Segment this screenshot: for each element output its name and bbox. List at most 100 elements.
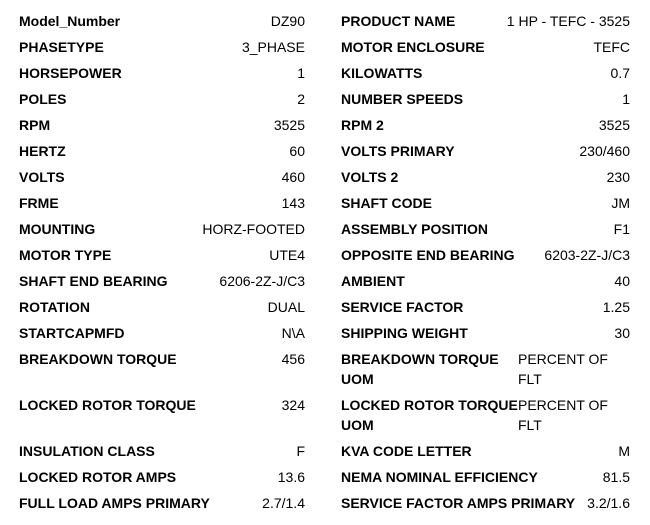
spec-text-line: BREAKDOWN TORQUE [341, 351, 499, 367]
spec-row-right-cell: PRODUCT NAME 1 HP - TEFC - 3525 [341, 8, 630, 34]
spec-row-left-cell: POLES 2 [19, 86, 305, 112]
spec-value: 2.7/1.4 [262, 495, 305, 511]
spec-label: ROTATION [19, 299, 91, 315]
spec-label: VOLTS 2 [341, 169, 399, 185]
spec-value: 13.6 [277, 469, 305, 485]
spec-label: LOCKED ROTOR TORQUE UOM [341, 395, 518, 435]
spec-row-left-cell: FULL LOAD AMPS PRIMARY 2.7/1.4 [19, 490, 305, 516]
spec-label: MOUNTING [19, 221, 96, 237]
spec-row-left-cell: HERTZ 60 [19, 138, 305, 164]
spec-value: 60 [289, 143, 305, 159]
spec-value: PERCENT OF FLT [518, 395, 630, 435]
spec-row-left-cell: VOLTS 460 [19, 164, 305, 190]
spec-row-right-cell: BREAKDOWN TORQUE UOM PERCENT OF FLT [341, 346, 630, 392]
spec-row-left-cell: ROTATION DUAL [19, 294, 305, 320]
spec-text-line: FLT [518, 417, 542, 433]
spec-label: NUMBER SPEEDS [341, 91, 464, 107]
spec-label: NEMA NOMINAL EFFICIENCY [341, 469, 538, 485]
spec-label: BREAKDOWN TORQUE UOM [341, 349, 518, 389]
spec-text-line: UOM [341, 417, 374, 433]
spec-row-left-cell: HORSEPOWER 1 [19, 60, 305, 86]
spec-row-right-cell: VOLTS PRIMARY 230/460 [341, 138, 630, 164]
spec-value: 460 [281, 169, 305, 185]
spec-row-left-cell: STARTCAPMFD N\A [19, 320, 305, 346]
spec-label: VOLTS PRIMARY [341, 143, 455, 159]
spec-row-right-cell: OPPOSITE END BEARING 6203-2Z-J/C3 [341, 242, 630, 268]
spec-value: 6206-2Z-J/C3 [219, 273, 305, 289]
spec-value: 456 [281, 351, 305, 367]
spec-label: MOTOR TYPE [19, 247, 112, 263]
spec-label: RPM [19, 117, 51, 133]
spec-value: DUAL [267, 299, 305, 315]
spec-label: Model_Number [19, 13, 121, 29]
spec-value: 1 HP - TEFC - 3525 [506, 13, 630, 29]
spec-row-left-cell: LOCKED ROTOR TORQUE 324 [19, 392, 305, 438]
spec-row-right-cell: KILOWATTS 0.7 [341, 60, 630, 86]
spec-text-line: LOCKED ROTOR TORQUE [341, 397, 518, 413]
spec-value: 3525 [598, 117, 630, 133]
spec-row-left-cell: INSULATION CLASS F [19, 438, 305, 464]
spec-value: 230 [606, 169, 630, 185]
spec-text-line: FLT [518, 371, 542, 387]
spec-value: 3.2/1.6 [587, 495, 630, 511]
spec-value: 324 [281, 397, 305, 413]
spec-label: HORSEPOWER [19, 65, 122, 81]
spec-label: MOTOR ENCLOSURE [341, 39, 485, 55]
spec-value: TEFC [593, 39, 630, 55]
spec-value: 143 [281, 195, 305, 211]
spec-row-left-cell: MOUNTING HORZ-FOOTED [19, 216, 305, 242]
spec-label: LOCKED ROTOR TORQUE [19, 397, 196, 413]
spec-label: PHASETYPE [19, 39, 104, 55]
spec-label: SERVICE FACTOR [341, 299, 464, 315]
spec-text-line: UOM [341, 371, 374, 387]
spec-value: 230/460 [579, 143, 630, 159]
spec-value: DZ90 [270, 13, 305, 29]
spec-value: 1 [297, 65, 305, 81]
spec-value: 40 [614, 273, 630, 289]
spec-row-right-cell: KVA CODE LETTER M [341, 438, 630, 464]
spec-row-left-cell: MOTOR TYPE UTE4 [19, 242, 305, 268]
spec-label: OPPOSITE END BEARING [341, 247, 515, 263]
spec-value: UTE4 [269, 247, 305, 263]
spec-label: FULL LOAD AMPS PRIMARY [19, 495, 210, 511]
spec-row-right-cell: SERVICE FACTOR AMPS PRIMARY 3.2/1.6 [341, 490, 630, 516]
spec-label: POLES [19, 91, 67, 107]
spec-label: SERVICE FACTOR AMPS PRIMARY [341, 495, 576, 511]
spec-row-right-cell: SHIPPING WEIGHT 30 [341, 320, 630, 346]
spec-row-right-cell: VOLTS 2 230 [341, 164, 630, 190]
spec-value: N\A [281, 325, 305, 341]
spec-value: 1.25 [602, 299, 630, 315]
spec-label: KVA CODE LETTER [341, 443, 472, 459]
spec-value: PERCENT OF FLT [518, 349, 630, 389]
spec-row-right-cell: SERVICE FACTOR 1.25 [341, 294, 630, 320]
spec-label: HERTZ [19, 143, 66, 159]
spec-row-right-cell: AMBIENT 40 [341, 268, 630, 294]
spec-label: STARTCAPMFD [19, 325, 125, 341]
spec-value: 2 [297, 91, 305, 107]
spec-label: SHIPPING WEIGHT [341, 325, 468, 341]
spec-value: 3525 [273, 117, 305, 133]
spec-label: BREAKDOWN TORQUE [19, 351, 177, 367]
spec-value: 3_PHASE [241, 39, 305, 55]
spec-row-left-cell: Model_Number DZ90 [19, 8, 305, 34]
spec-label: PRODUCT NAME [341, 13, 456, 29]
spec-value: HORZ-FOOTED [202, 221, 305, 237]
spec-label: LOCKED ROTOR AMPS [19, 469, 177, 485]
spec-label: AMBIENT [341, 273, 405, 289]
spec-value: F1 [613, 221, 630, 237]
spec-row-right-cell: SHAFT CODE JM [341, 190, 630, 216]
spec-label: RPM 2 [341, 117, 384, 133]
spec-row-left-cell: RPM 3525 [19, 112, 305, 138]
spec-row-left-cell: SHAFT END BEARING 6206-2Z-J/C3 [19, 268, 305, 294]
spec-value: 30 [614, 325, 630, 341]
spec-label: VOLTS [19, 169, 65, 185]
spec-label: FRME [19, 195, 59, 211]
spec-row-right-cell: LOCKED ROTOR TORQUE UOM PERCENT OF FLT [341, 392, 630, 438]
spec-value: M [618, 443, 630, 459]
spec-text-line: PERCENT OF [518, 351, 608, 367]
spec-label: SHAFT END BEARING [19, 273, 168, 289]
spec-label: SHAFT CODE [341, 195, 432, 211]
spec-label: KILOWATTS [341, 65, 423, 81]
spec-row-left-cell: BREAKDOWN TORQUE 456 [19, 346, 305, 392]
